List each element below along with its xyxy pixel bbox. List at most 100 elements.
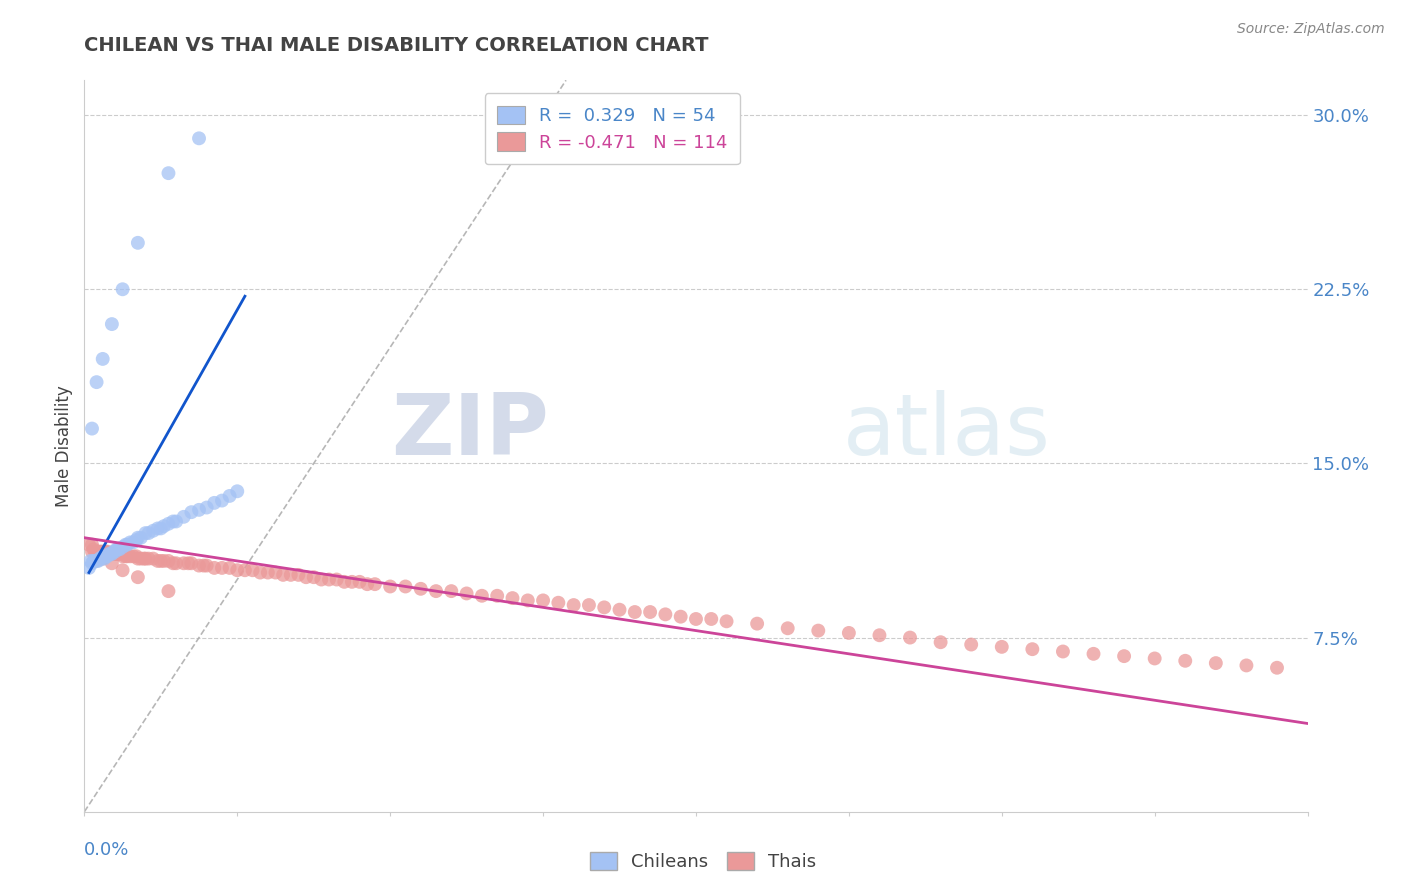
Point [202,496,225,510]
Point [91,551,114,566]
Point [394,579,416,593]
Point [165,556,187,570]
Point [195,558,218,573]
Point [87,554,110,568]
Point [98,547,121,561]
Point [86,375,108,389]
Point [562,598,585,612]
Point [409,582,432,596]
Point [364,577,387,591]
Point [111,282,134,296]
Point [101,556,124,570]
Point [91,549,114,564]
Point [195,500,218,515]
Point [114,549,136,564]
Text: Source: ZipAtlas.com: Source: ZipAtlas.com [1237,22,1385,37]
Point [94,544,117,558]
Point [129,531,152,545]
Legend: R =  0.329   N = 54, R = -0.471   N = 114: R = 0.329 N = 54, R = -0.471 N = 114 [485,93,740,164]
Point [138,551,160,566]
Point [153,519,176,533]
Point [991,640,1014,654]
Point [960,638,983,652]
Y-axis label: Male Disability: Male Disability [55,385,73,507]
Point [242,563,264,577]
Point [107,542,129,557]
Point [83,554,105,568]
Point [747,616,769,631]
Point [471,589,494,603]
Point [86,544,108,558]
Point [127,235,149,250]
Point [97,547,120,561]
Point [318,573,340,587]
Text: CHILEAN VS THAI MALE DISABILITY CORRELATION CHART: CHILEAN VS THAI MALE DISABILITY CORRELAT… [84,36,709,54]
Point [146,554,169,568]
Point [669,609,692,624]
Point [193,558,215,573]
Point [264,566,287,580]
Point [1265,661,1288,675]
Point [226,484,249,499]
Point [380,579,402,593]
Point [700,612,723,626]
Point [90,544,112,558]
Point [91,544,114,558]
Point [83,542,105,557]
Point [93,551,115,566]
Point [202,561,225,575]
Point [97,547,120,561]
Point [94,549,117,564]
Point [180,556,202,570]
Point [869,628,891,642]
Point [654,607,676,622]
Point [165,515,187,529]
Point [180,505,202,519]
Point [425,584,447,599]
Point [311,573,333,587]
Point [89,544,111,558]
Point [111,540,134,554]
Point [96,544,118,558]
Point [111,563,134,577]
Point [226,563,249,577]
Point [807,624,830,638]
Point [302,570,325,584]
Point [80,538,103,552]
Point [153,554,176,568]
Point [157,554,180,568]
Point [91,351,114,366]
Point [125,549,148,564]
Point [89,551,111,566]
Point [142,524,165,538]
Point [103,547,125,561]
Point [349,574,371,589]
Point [177,556,200,570]
Point [79,554,101,568]
Point [624,605,647,619]
Point [188,131,211,145]
Point [86,554,108,568]
Point [142,551,165,566]
Text: 0.0%: 0.0% [84,841,129,859]
Point [101,547,124,561]
Point [122,549,145,564]
Text: ZIP: ZIP [391,390,550,473]
Point [104,544,127,558]
Point [127,570,149,584]
Point [108,542,131,557]
Point [1021,642,1043,657]
Point [125,533,148,547]
Point [295,570,318,584]
Point [80,544,103,558]
Point [138,526,160,541]
Point [80,421,103,435]
Point [101,317,124,331]
Point [135,551,157,566]
Point [638,605,661,619]
Point [149,521,172,535]
Point [1114,649,1136,664]
Point [157,166,180,180]
Point [249,566,271,580]
Point [114,538,136,552]
